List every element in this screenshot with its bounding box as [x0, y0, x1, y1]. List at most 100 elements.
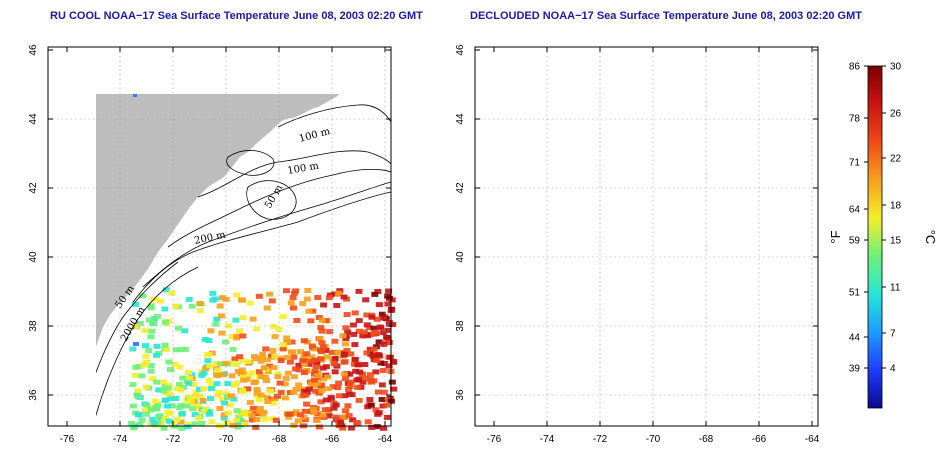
sst-cell: [327, 292, 334, 298]
sst-cell: [219, 372, 227, 378]
bathymetry-contours: [96, 104, 392, 417]
sst-cell: [214, 372, 222, 378]
sst-cell: [162, 287, 170, 293]
sst-cell: [334, 385, 342, 391]
sst-cell: [222, 360, 230, 366]
sst-cell: [290, 374, 298, 380]
sst-cell: [349, 417, 357, 423]
sst-cell: [253, 326, 261, 332]
sst-cell: [200, 386, 208, 392]
sst-cell: [237, 371, 245, 377]
sst-cell: [366, 346, 374, 352]
sst-cell: [334, 350, 342, 356]
sst-cell: [213, 360, 220, 366]
sst-cell: [379, 403, 387, 409]
lat-tick-label: 46: [28, 44, 39, 56]
sst-cell: [371, 329, 379, 335]
sst-cell: [315, 390, 323, 396]
sst-cell: [132, 364, 140, 370]
sst-cell: [230, 422, 237, 428]
sst-cell: [379, 368, 387, 373]
sst-cell: [342, 376, 349, 381]
sst-cell: [308, 381, 316, 387]
sst-cell: [264, 399, 272, 404]
sst-cell: [161, 342, 169, 348]
sst-cell: [296, 412, 304, 418]
sst-cell: [311, 346, 319, 352]
sst-cell: [206, 411, 213, 417]
sst-cell: [207, 386, 215, 392]
sst-cell: [301, 388, 309, 394]
sst-cell: [388, 379, 396, 385]
sst-cell: [196, 308, 204, 314]
sst-cell: [342, 336, 350, 341]
sst-cell: [198, 420, 206, 426]
sst-cell: [318, 328, 326, 334]
sst-cell: [131, 372, 139, 378]
sst-cell: [304, 288, 312, 293]
sst-cell: [208, 419, 216, 425]
sst-cell: [236, 354, 244, 360]
sst-cell: [256, 409, 264, 414]
sst-cell: [313, 380, 321, 386]
sst-cell: [222, 391, 230, 397]
sst-cell: [264, 357, 272, 363]
map-frame: [474, 46, 819, 427]
sst-cell: [261, 416, 269, 422]
sst-cell: [288, 339, 296, 345]
sst-cell: [269, 348, 277, 354]
sst-cell: [213, 381, 221, 387]
sst-cell: [168, 290, 176, 296]
lon-tick-label: -66: [752, 434, 767, 445]
sst-cell: [263, 395, 271, 401]
sst-cell: [160, 379, 168, 385]
sst-cell: [290, 422, 298, 428]
sst-cell: [359, 379, 367, 385]
sst-cell: [224, 410, 232, 416]
sst-cell: [163, 346, 170, 352]
sst-cell: [179, 375, 187, 381]
sst-cell: [300, 338, 308, 344]
sst-cell: [147, 368, 155, 374]
sst-cell: [166, 396, 174, 402]
sst-cell: [317, 324, 325, 330]
sst-cell: [147, 303, 155, 309]
sst-cell: [143, 402, 151, 408]
sst-cell: [235, 414, 243, 420]
sst-cell: [202, 365, 210, 371]
sst-cell: [284, 370, 292, 376]
fahrenheit-tick-label: 59: [849, 236, 861, 247]
sst-cell: [297, 349, 304, 355]
lat-tick-label: 36: [28, 389, 39, 401]
graticule: [475, 47, 818, 426]
sst-cell: [244, 411, 251, 417]
sst-cell: [206, 363, 214, 369]
sst-cell: [244, 359, 252, 365]
sst-cell: [374, 289, 382, 294]
sst-cell: [165, 359, 173, 365]
sst-cell: [261, 374, 269, 380]
sst-cell: [195, 406, 203, 412]
sst-cell: [377, 360, 385, 366]
sst-cell: [221, 400, 228, 406]
sst-cell: [161, 306, 169, 312]
sst-cell: [190, 421, 198, 427]
sst-cell: [313, 373, 321, 379]
sst-cell: [342, 341, 350, 347]
sst-cell: [164, 385, 172, 391]
sst-cell: [239, 333, 247, 339]
sst-cell: [161, 415, 169, 421]
sst-cell: [336, 288, 344, 294]
sst-cell: [271, 353, 279, 359]
lon-tick-label: -68: [272, 434, 287, 445]
sst-cell: [331, 291, 339, 297]
sst-cell: [290, 389, 298, 395]
sst-cell: [240, 377, 248, 383]
sst-cell: [370, 378, 378, 384]
sst-cell: [168, 421, 176, 427]
sst-cell: [360, 329, 368, 335]
sst-cell: [177, 419, 185, 425]
lon-tick-label: -70: [219, 434, 234, 445]
sst-cell: [279, 342, 287, 348]
temperature-colorbar: 86 78 71 64 59 51 44 39 30 26 22 18 15 11 7 4 °F °C: [828, 62, 938, 409]
